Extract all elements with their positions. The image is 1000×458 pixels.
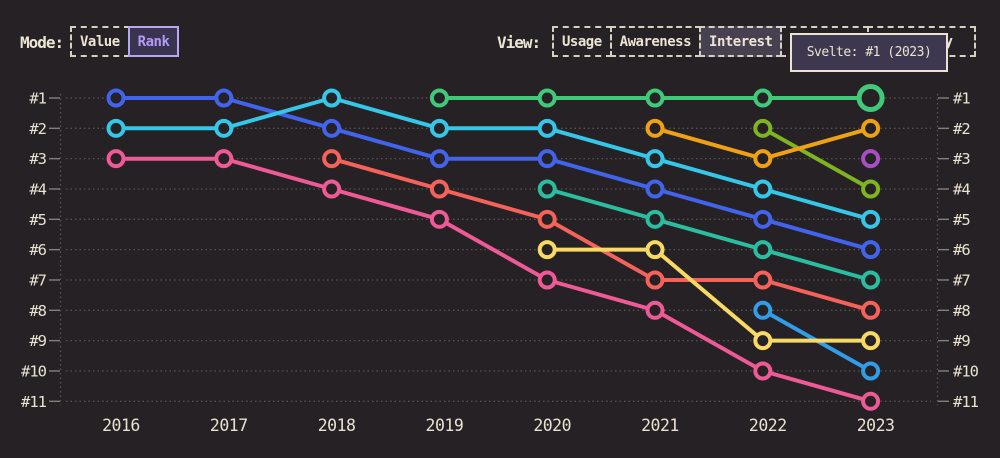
series-line-lime	[760, 126, 873, 191]
chart-tooltip: Svelte: #1 (2023)	[790, 33, 948, 72]
data-point-cyan[interactable]	[429, 118, 449, 138]
data-point-orange[interactable]	[753, 149, 773, 169]
series-line-yellow	[545, 247, 873, 343]
year-label: 2017	[210, 416, 248, 435]
year-label: 2021	[641, 416, 679, 435]
data-point-salmon[interactable]	[322, 149, 342, 169]
year-label: 2018	[318, 416, 356, 435]
series-line-pink	[114, 156, 873, 404]
mode-option-value[interactable]: Value	[70, 26, 130, 57]
data-point-pink[interactable]	[106, 149, 126, 169]
data-point-royal-blue[interactable]	[753, 209, 773, 229]
data-point-pink[interactable]	[753, 361, 773, 381]
year-label: 2022	[749, 416, 787, 435]
rank-label-left: #4	[29, 180, 46, 198]
data-point-cyan[interactable]	[645, 149, 665, 169]
series-line-salmon	[329, 156, 873, 313]
data-point-pink[interactable]	[429, 209, 449, 229]
data-point-svelte-green[interactable]	[645, 88, 665, 108]
data-point-salmon[interactable]	[537, 209, 557, 229]
rank-label-left: #8	[29, 302, 46, 320]
data-point-yellow[interactable]	[645, 240, 665, 260]
data-point-cyan[interactable]	[537, 118, 557, 138]
rank-label-right: #2	[953, 120, 970, 138]
data-point-purple[interactable]	[861, 149, 881, 169]
rank-label-left: #2	[29, 120, 46, 138]
data-point-cyan[interactable]	[861, 209, 881, 229]
data-point-teal[interactable]	[861, 270, 881, 290]
data-point-lime[interactable]	[753, 118, 773, 138]
view-option-usage[interactable]: Usage	[552, 26, 612, 57]
data-point-salmon[interactable]	[753, 270, 773, 290]
rank-label-right: #3	[953, 150, 970, 168]
data-point-teal[interactable]	[645, 209, 665, 229]
rank-label-left: #11	[21, 393, 47, 411]
rank-label-right: #1	[953, 90, 970, 108]
data-point-lime[interactable]	[861, 179, 881, 199]
view-label: View:	[497, 33, 541, 52]
data-point-cyan[interactable]	[214, 118, 234, 138]
data-point-svelte-green[interactable]	[537, 88, 557, 108]
rank-label-right: #10	[953, 362, 979, 380]
data-point-cyan[interactable]	[106, 118, 126, 138]
data-point-royal-blue[interactable]	[214, 88, 234, 108]
mode-toggle-group: Value Rank	[70, 26, 180, 57]
data-point-pink[interactable]	[645, 300, 665, 320]
data-point-sky-blue[interactable]	[861, 361, 881, 381]
data-point-yellow[interactable]	[753, 331, 773, 351]
series-line-cyan	[114, 96, 873, 222]
rank-label-left: #1	[29, 90, 46, 108]
mode-option-rank[interactable]: Rank	[127, 26, 180, 57]
series-line-royal-blue	[114, 96, 873, 252]
rank-label-right: #9	[953, 332, 970, 350]
rank-label-left: #9	[29, 332, 46, 350]
mode-label: Mode:	[20, 33, 64, 52]
rank-label-left: #10	[21, 362, 47, 380]
data-point-yellow[interactable]	[861, 331, 881, 351]
rank-label-right: #4	[953, 180, 970, 198]
data-point-cyan[interactable]	[322, 88, 342, 108]
rank-label-right: #5	[953, 211, 970, 229]
highlighted-data-point-svelte-green[interactable]	[856, 84, 885, 112]
rank-label-right: #7	[953, 271, 970, 289]
rank-label-left: #6	[29, 241, 46, 259]
data-point-royal-blue[interactable]	[429, 149, 449, 169]
data-point-yellow[interactable]	[537, 240, 557, 260]
data-point-teal[interactable]	[537, 179, 557, 199]
data-point-salmon[interactable]	[645, 270, 665, 290]
data-point-sky-blue[interactable]	[753, 300, 773, 320]
view-option-interest[interactable]: Interest	[699, 26, 783, 57]
data-point-salmon[interactable]	[861, 300, 881, 320]
rank-label-right: #8	[953, 302, 970, 320]
year-label: 2023	[857, 416, 895, 435]
rank-label-left: #7	[29, 271, 46, 289]
year-label: 2019	[426, 416, 464, 435]
data-point-orange[interactable]	[645, 118, 665, 138]
data-point-cyan[interactable]	[753, 179, 773, 199]
data-point-orange[interactable]	[861, 118, 881, 138]
rank-label-right: #6	[953, 241, 970, 259]
data-point-royal-blue[interactable]	[322, 118, 342, 138]
data-point-royal-blue[interactable]	[645, 179, 665, 199]
data-point-royal-blue[interactable]	[537, 149, 557, 169]
rank-label-left: #3	[29, 150, 46, 168]
rank-bump-chart[interactable]: #1 #1 #2 #2 #3 #3 #4 #4 #5 #5 #6 #6 #7 #7 #8 #8 #9 #9 #10 #…	[0, 80, 1000, 458]
data-point-royal-blue[interactable]	[106, 88, 126, 108]
data-point-pink[interactable]	[861, 391, 881, 411]
view-option-awareness[interactable]: Awareness	[609, 26, 702, 57]
data-point-pink[interactable]	[214, 149, 234, 169]
data-point-salmon[interactable]	[429, 179, 449, 199]
data-point-svelte-green[interactable]	[429, 88, 449, 108]
data-point-pink[interactable]	[322, 179, 342, 199]
data-point-royal-blue[interactable]	[861, 240, 881, 260]
data-point-teal[interactable]	[753, 240, 773, 260]
data-point-svelte-green[interactable]	[753, 88, 773, 108]
year-label: 2020	[533, 416, 571, 435]
rank-label-left: #5	[29, 211, 46, 229]
series-line-teal	[545, 187, 873, 282]
year-label: 2016	[102, 416, 140, 435]
data-point-pink[interactable]	[537, 270, 557, 290]
rank-label-right: #11	[953, 393, 979, 411]
